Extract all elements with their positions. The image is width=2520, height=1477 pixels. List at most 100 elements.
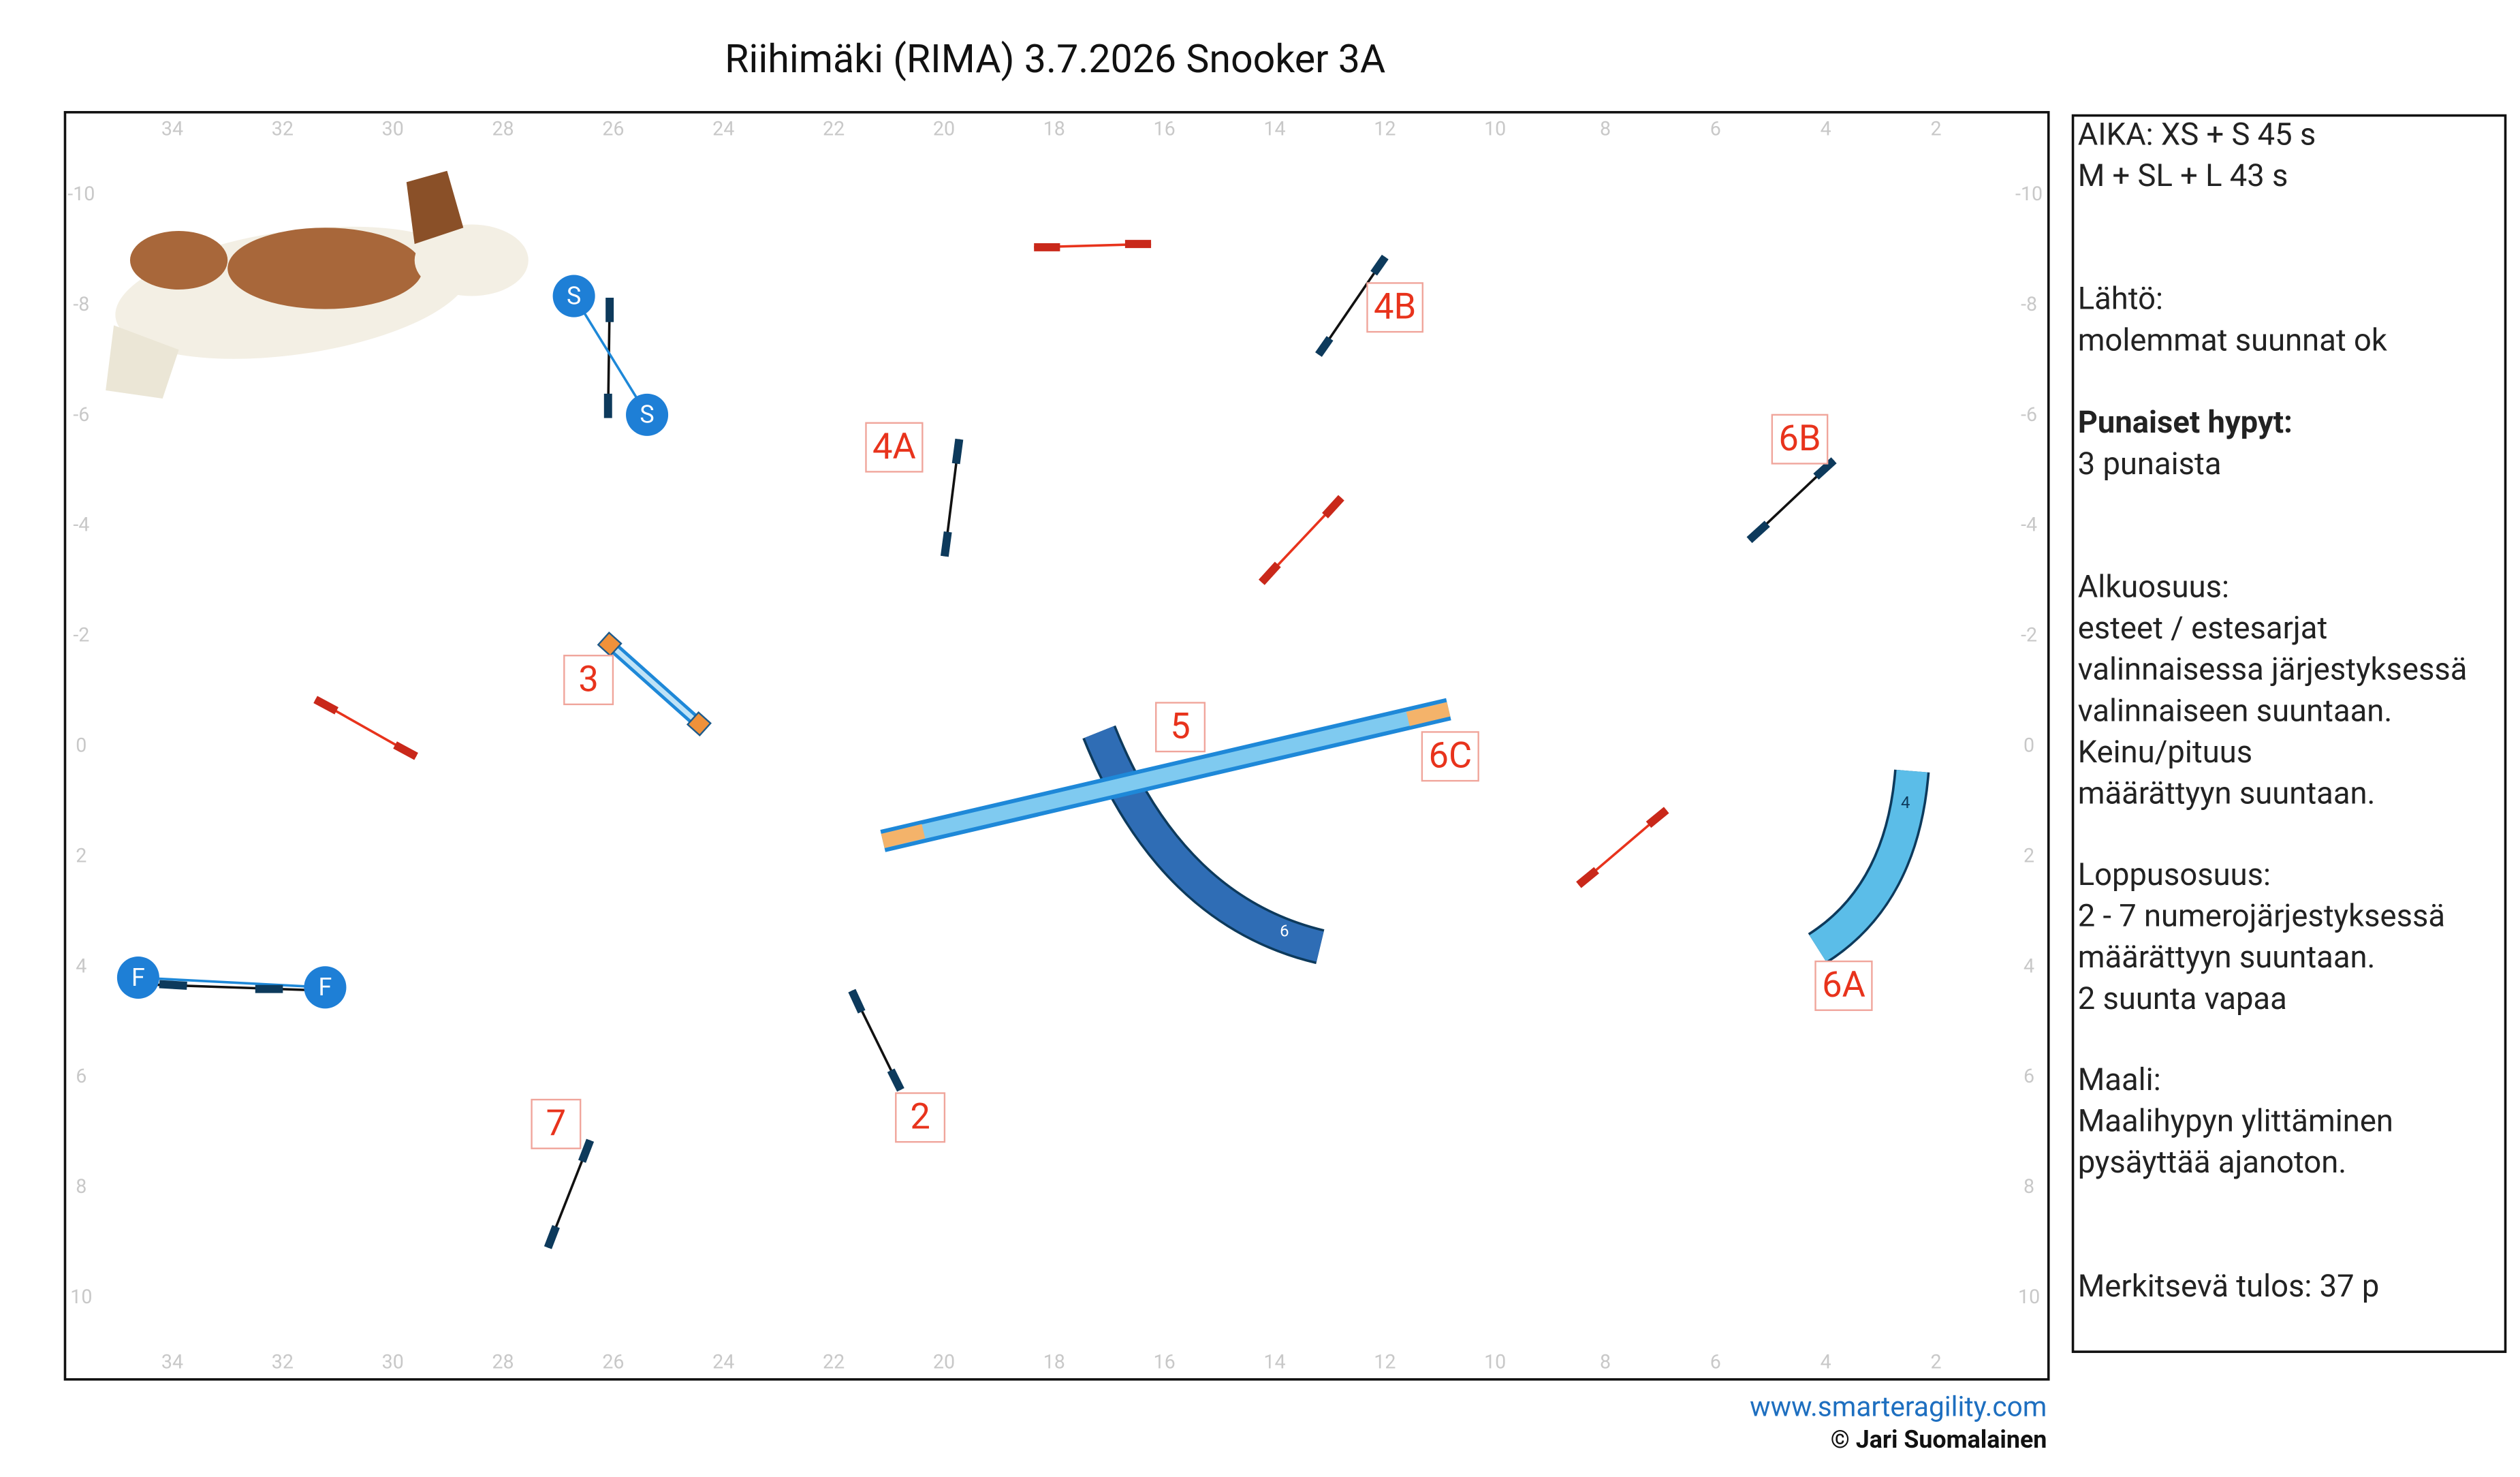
obstacle-label: 5: [1170, 705, 1191, 747]
obstacle-label: 4B: [1374, 285, 1416, 328]
ruler-y-right: -8: [2021, 292, 2037, 315]
ruler-x-bottom: 30: [382, 1350, 404, 1373]
obstacle-label-box: [865, 422, 924, 473]
ruler-y-left: 2: [76, 843, 86, 867]
obstacle-label-box: [563, 655, 614, 706]
course-frame: [63, 110, 2050, 1381]
info-line: Maalihypyn ylittäminen: [2078, 1103, 2393, 1139]
info-line: valinnaisessa järjestyksessä: [2078, 652, 2468, 688]
ruler-x-top: 16: [1154, 117, 1176, 140]
ruler-y-left: 6: [76, 1064, 86, 1087]
ruler-x-bottom: 8: [1600, 1350, 1611, 1373]
ruler-y-left: 0: [76, 733, 86, 756]
ruler-y-right: 6: [2023, 1064, 2034, 1087]
info-line: Loppusosuus:: [2078, 857, 2271, 893]
dog-illustration: [106, 170, 529, 399]
tunnel-number: 4: [1901, 793, 1910, 812]
obstacle-label-box: [1421, 731, 1479, 782]
obstacle-label-box: [895, 1092, 946, 1143]
course-labels: S S F F 4B 4A 6B 3 5 6C 6A 2 7 6 4: [116, 275, 1910, 1149]
info-line: 2 - 7 numerojärjestyksessä: [2078, 899, 2445, 935]
ruler-x-top: 10: [1484, 117, 1506, 140]
ruler-x-top: 24: [712, 117, 734, 140]
ruler-x-top: 30: [382, 117, 404, 140]
info-line: määrättyyn suuntaan.: [2078, 939, 2376, 976]
ruler-y-right: 8: [2023, 1175, 2034, 1198]
info-line: Keinu/pituus: [2078, 734, 2252, 771]
ruler-x-top: 4: [1821, 117, 1831, 140]
ruler-x-bottom: 28: [492, 1350, 514, 1373]
ruler-y-left: -10: [67, 182, 95, 205]
info-line: Lähtö:: [2078, 281, 2163, 317]
ruler-x-bottom: 32: [272, 1350, 294, 1373]
ruler-y-right: -4: [2021, 513, 2037, 536]
ruler-x-top: 14: [1263, 117, 1285, 140]
ruler-y-right: 2: [2023, 843, 2034, 867]
obstacle-label: 6A: [1822, 963, 1865, 1006]
ruler-x-top: 20: [933, 117, 955, 140]
ruler-x-bottom: 24: [712, 1350, 734, 1373]
obstacle-label-box: [1155, 702, 1206, 753]
ruler-x-top: 2: [1931, 117, 1942, 140]
handler-marker: [304, 966, 347, 1009]
obstacle-label: 6B: [1778, 417, 1821, 459]
ruler-x-top: 26: [602, 117, 624, 140]
obstacle-label: 3: [578, 657, 599, 700]
ruler-x-top: 34: [161, 117, 183, 140]
info-line: esteet / estesarjat: [2078, 610, 2328, 647]
ruler-y-left: -8: [73, 292, 89, 315]
ruler-y-left: 8: [76, 1175, 86, 1198]
info-line: Punaiset hypyt:: [2078, 405, 2293, 441]
obstacle-label-box: [1366, 282, 1423, 333]
info-line: määrättyyn suuntaan.: [2078, 776, 2376, 812]
info-line: 2 suunta vapaa: [2078, 981, 2287, 1017]
title: Riihimäki (RIMA) 3.7.2026 Snooker 3A: [725, 36, 1385, 82]
handler-marker: [116, 956, 159, 999]
ruler-y-left: 10: [70, 1285, 92, 1308]
ruler-y-right: 4: [2023, 954, 2034, 977]
ruler-y-right: -10: [2015, 182, 2043, 205]
info-line: valinnaiseen suuntaan.: [2078, 693, 2393, 729]
ruler-x-top: 32: [272, 117, 294, 140]
ruler-x-bottom: 20: [933, 1350, 955, 1373]
ruler-x-top: 12: [1374, 117, 1396, 140]
rulers: 3434323230302828262624242222202018181616…: [67, 117, 2043, 1373]
info-panel: [2071, 114, 2507, 1353]
ruler-x-bottom: 26: [602, 1350, 624, 1373]
ruler-y-left: -2: [73, 623, 89, 647]
info-line: M + SL + L 43 s: [2078, 158, 2288, 194]
ruler-x-bottom: 2: [1931, 1350, 1942, 1373]
footer-copyright: © Jari Suomalainen: [1831, 1425, 2047, 1454]
handler-marker: [626, 393, 669, 436]
ruler-x-bottom: 16: [1154, 1350, 1176, 1373]
ruler-x-bottom: 10: [1484, 1350, 1506, 1373]
handler-marker-label: F: [319, 973, 332, 1001]
info-line: AIKA: XS + S 45 s: [2078, 117, 2316, 153]
handler-marker-label: S: [567, 281, 581, 310]
obstacle-label-box: [531, 1098, 582, 1149]
obstacle-label: 7: [546, 1102, 567, 1144]
info-line: Maali:: [2078, 1062, 2161, 1098]
obstacle-label: 2: [910, 1095, 930, 1138]
ruler-y-right: -2: [2021, 623, 2037, 647]
handler-marker-label: F: [131, 963, 145, 992]
info-line: 3 punaista: [2078, 446, 2222, 482]
obstacles: [138, 240, 1930, 1249]
tunnel-number: 6: [1280, 921, 1289, 940]
obstacle-label-box: [1771, 414, 1829, 465]
info-line: molemmat suunnat ok: [2078, 322, 2387, 358]
obstacle-label: 4A: [872, 425, 916, 467]
info-line: pysäyttää ajanoton.: [2078, 1145, 2347, 1181]
ruler-x-bottom: 4: [1821, 1350, 1831, 1373]
ruler-y-left: -6: [73, 403, 89, 426]
ruler-x-bottom: 34: [161, 1350, 183, 1373]
ruler-x-top: 22: [823, 117, 845, 140]
ruler-y-left: 4: [76, 954, 86, 977]
ruler-y-right: 0: [2023, 733, 2034, 756]
info-text: AIKA: XS + S 45 s M + SL + L 43 s Lähtö: mo…: [2078, 117, 2468, 1305]
obstacle-label-box: [1814, 960, 1873, 1011]
ruler-x-top: 28: [492, 117, 514, 140]
ruler-y-right: 10: [2018, 1285, 2040, 1308]
